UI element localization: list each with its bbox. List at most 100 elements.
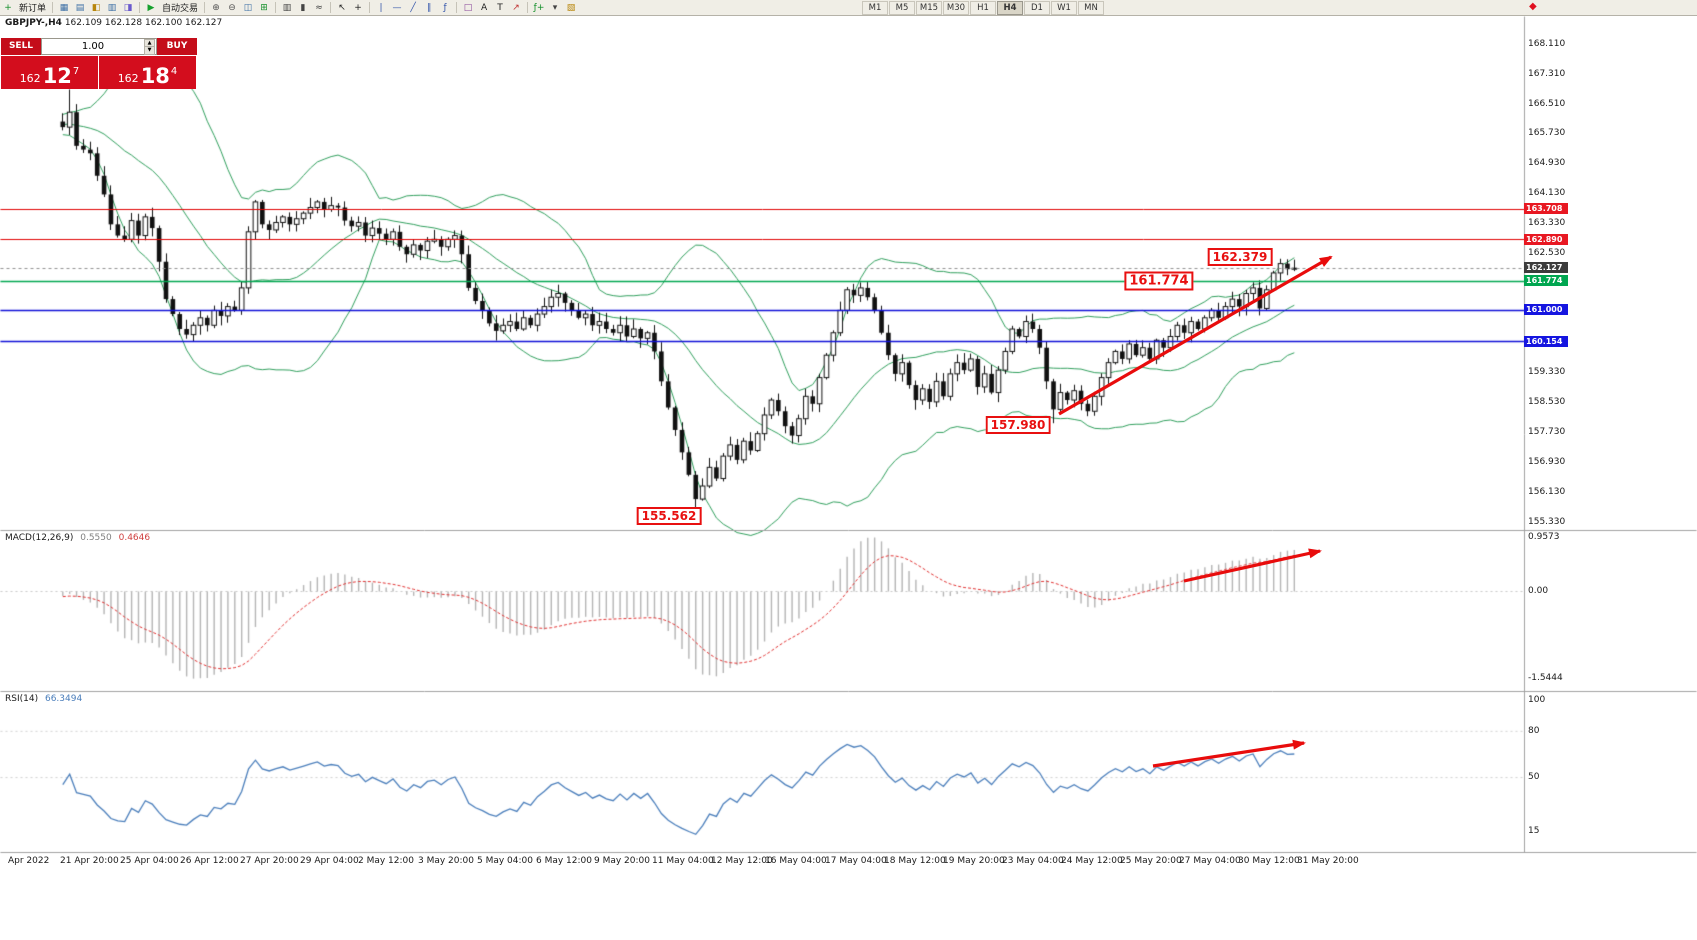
sell-price-base: 162 (19, 72, 41, 85)
time-axis-label: 2 May 12:00 (358, 856, 414, 866)
rsi-axis-label: 50 (1528, 772, 1540, 783)
price-annotation-label: 161.774 (1124, 271, 1194, 291)
macd-header: MACD(12,26,9) 0.5550 0.4646 (5, 533, 150, 543)
time-axis-label: 18 May 12:00 (884, 856, 946, 866)
time-axis-label: 6 May 12:00 (536, 856, 592, 866)
time-axis-label: 9 May 20:00 (594, 856, 650, 866)
trendline-icon[interactable]: ╱ (410, 2, 416, 13)
rsi-label: RSI(14) (5, 694, 39, 704)
time-axis-label: Apr 2022 (8, 856, 50, 866)
fibonacci-icon[interactable]: ƒ (443, 2, 447, 13)
vertical-line-icon[interactable]: | (379, 2, 383, 13)
indicators-icon[interactable]: ƒ+ (533, 2, 545, 13)
buy-price-pips: 18 (140, 64, 170, 88)
price-annotation-label: 162.379 (1207, 248, 1273, 266)
buy-price-button[interactable]: 162 18 4 (99, 56, 196, 89)
toolbar: + 新订单 ▦ ▤ ◧ ▥ ◨ ▶ 自动交易 ⊕ ⊖ ◫ ⊞ ▥ ▮ ≈ ↖ + | — ╱ ∥ ƒ □ A T ↗ ƒ+ ▾ ▧ (0, 0, 1697, 16)
timeframe-button-w1[interactable]: W1 (1051, 1, 1077, 15)
sell-price-button[interactable]: 162 12 7 (1, 56, 98, 89)
channel-icon[interactable]: ∥ (426, 2, 432, 13)
shapes-icon[interactable]: □ (463, 2, 473, 13)
volume-input[interactable] (42, 39, 145, 54)
timeframe-button-h1[interactable]: H1 (970, 1, 996, 15)
time-axis-label: 27 May 04:00 (1179, 856, 1241, 866)
toolbar-separator (527, 2, 529, 13)
macd-axis-label: 0.9573 (1528, 532, 1560, 542)
line-chart-icon[interactable]: ≈ (315, 2, 323, 13)
time-axis-label: 3 May 20:00 (418, 856, 474, 866)
toolbar-separator (456, 2, 458, 13)
market-watch-icon[interactable]: ▦ (59, 2, 69, 13)
price-axis-tick: 159.330 (1528, 367, 1566, 378)
time-axis-label: 5 May 04:00 (477, 856, 533, 866)
crosshair-icon[interactable]: + (354, 2, 362, 13)
time-axis-label: 25 Apr 04:00 (120, 856, 179, 866)
data-window-icon[interactable]: ▤ (75, 2, 85, 13)
volume-down-button[interactable]: ▼ (144, 46, 155, 55)
buy-price-point: 4 (170, 66, 178, 77)
price-axis-tick: 166.510 (1528, 98, 1566, 109)
price-axis-tick: 158.530 (1528, 397, 1566, 408)
time-axis-label: 30 May 12:00 (1238, 856, 1300, 866)
arrows-tool-icon[interactable]: ↗ (512, 2, 520, 13)
toolbar-separator (204, 2, 206, 13)
zoom-in-icon[interactable]: ⊕ (212, 2, 220, 13)
navigator-icon[interactable]: ◧ (91, 2, 101, 13)
timeframe-button-h4[interactable]: H4 (997, 1, 1023, 15)
timeframe-button-m1[interactable]: M1 (862, 1, 888, 15)
zoom-out-icon[interactable]: ⊖ (228, 2, 236, 13)
new-chart-icon[interactable]: ⊞ (260, 2, 268, 13)
time-axis-label: 17 May 04:00 (825, 856, 887, 866)
timeframe-button-m5[interactable]: M5 (889, 1, 915, 15)
price-level-box: 161.000 (1524, 304, 1568, 316)
buy-button[interactable]: BUY (157, 38, 197, 55)
periods-dropdown-icon[interactable]: ▾ (552, 2, 558, 13)
time-axis-label: 23 May 04:00 (1002, 856, 1064, 866)
time-axis-label: 16 May 04:00 (765, 856, 827, 866)
price-axis-tick: 165.730 (1528, 128, 1566, 138)
timeframe-button-m30[interactable]: M30 (943, 1, 969, 15)
bar-chart-icon[interactable]: ▥ (282, 2, 292, 13)
rsi-value: 66.3494 (44, 694, 83, 704)
cursor-icon[interactable]: ↖ (338, 2, 346, 13)
tile-windows-icon[interactable]: ◫ (243, 2, 253, 13)
chart-header: GBPJPY-,H4 162.109 162.128 162.100 162.1… (5, 18, 222, 28)
time-axis-label: 11 May 04:00 (652, 856, 714, 866)
new-order-label[interactable]: 新订单 (19, 4, 47, 14)
timeframe-button-m15[interactable]: M15 (916, 1, 942, 15)
macd-signal-value: 0.4646 (118, 533, 151, 543)
toolbar-separator (139, 2, 141, 13)
notification-icon[interactable]: ◆ (1529, 1, 1537, 12)
templates-icon[interactable]: ▧ (566, 2, 576, 13)
new-order-icon[interactable]: + (4, 2, 12, 13)
timeframe-button-d1[interactable]: D1 (1024, 1, 1050, 15)
toolbar-separator (330, 2, 332, 13)
time-axis-label: 27 Apr 20:00 (240, 856, 299, 866)
timeframe-button-mn[interactable]: MN (1078, 1, 1104, 15)
candlestick-chart-icon[interactable]: ▮ (300, 2, 306, 13)
symbol-period-label: GBPJPY-,H4 (5, 18, 62, 28)
timeframe-buttons: M1 M5 M15 M30 H1 H4 D1 W1 MN (862, 1, 1105, 15)
strategy-tester-icon[interactable]: ◨ (123, 2, 133, 13)
terminal-icon[interactable]: ▥ (107, 2, 117, 13)
toolbar-separator (275, 2, 277, 13)
autotrading-label[interactable]: 自动交易 (162, 4, 199, 14)
sell-price-pips: 12 (42, 64, 72, 88)
time-axis-label: 24 May 12:00 (1061, 856, 1123, 866)
rsi-axis-label: 80 (1528, 725, 1540, 736)
price-level-box: 160.154 (1524, 335, 1568, 347)
horizontal-line-icon[interactable]: — (392, 2, 402, 13)
text-label-icon[interactable]: T (497, 2, 503, 13)
text-tool-icon[interactable]: A (480, 2, 488, 13)
rsi-header: RSI(14) 66.3494 (5, 694, 82, 704)
autotrading-icon[interactable]: ▶ (147, 2, 155, 13)
volume-box: ▲ ▼ (41, 38, 157, 55)
time-axis-label: 26 Apr 12:00 (180, 856, 239, 866)
time-axis-label: 25 May 20:00 (1120, 856, 1182, 866)
price-level-box: 162.890 (1524, 233, 1568, 245)
price-axis-tick: 157.730 (1528, 427, 1566, 438)
price-axis-tick: 163.330 (1528, 217, 1566, 228)
sell-button[interactable]: SELL (1, 38, 41, 55)
